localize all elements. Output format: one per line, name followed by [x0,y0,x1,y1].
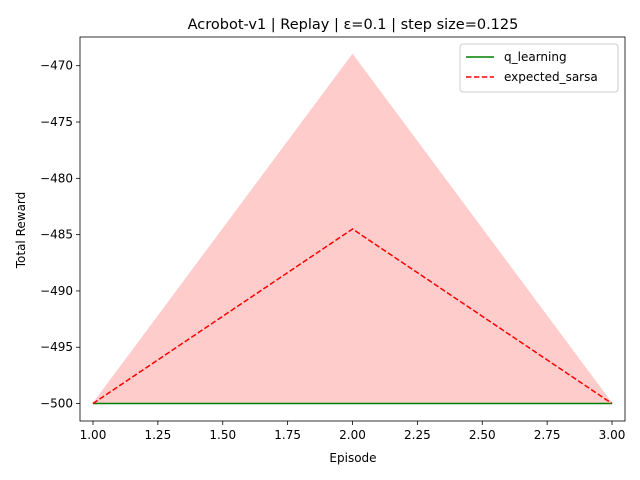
y-tick-label: −500 [40,397,73,411]
y-tick-label: −495 [40,340,73,354]
legend-label-expected-sarsa: expected_sarsa [504,70,598,84]
y-tick-label: −475 [40,115,73,129]
legend: q_learning expected_sarsa [459,43,619,93]
x-tick-label: 3.00 [599,428,626,442]
y-axis-label: Total Reward [14,192,28,270]
x-tick-label: 2.00 [339,428,366,442]
x-axis-label: Episode [329,451,376,465]
y-tick-label: −490 [40,284,73,298]
legend-label-q-learning: q_learning [504,50,567,64]
x-tick-label: 2.50 [469,428,496,442]
y-tick-label: −480 [40,171,73,185]
x-tick-label: 2.75 [534,428,561,442]
x-tick-label: 1.75 [274,428,301,442]
chart-title: Acrobot-v1 | Replay | ε=0.1 | step size=… [188,17,519,33]
x-tick-label: 2.25 [404,428,431,442]
x-axis-ticks: 1.00 1.25 1.50 1.75 2.00 2.25 2.50 2.75 3.00 [80,421,626,442]
x-tick-label: 1.25 [144,428,171,442]
x-tick-label: 1.50 [209,428,236,442]
y-tick-label: −485 [40,228,73,242]
x-tick-label: 1.00 [80,428,107,442]
y-axis-ticks: −500 −495 −490 −485 −480 −475 −470 [40,59,80,411]
series-lines [92,228,613,405]
y-tick-label: −470 [40,59,73,73]
legend-box [459,43,619,93]
